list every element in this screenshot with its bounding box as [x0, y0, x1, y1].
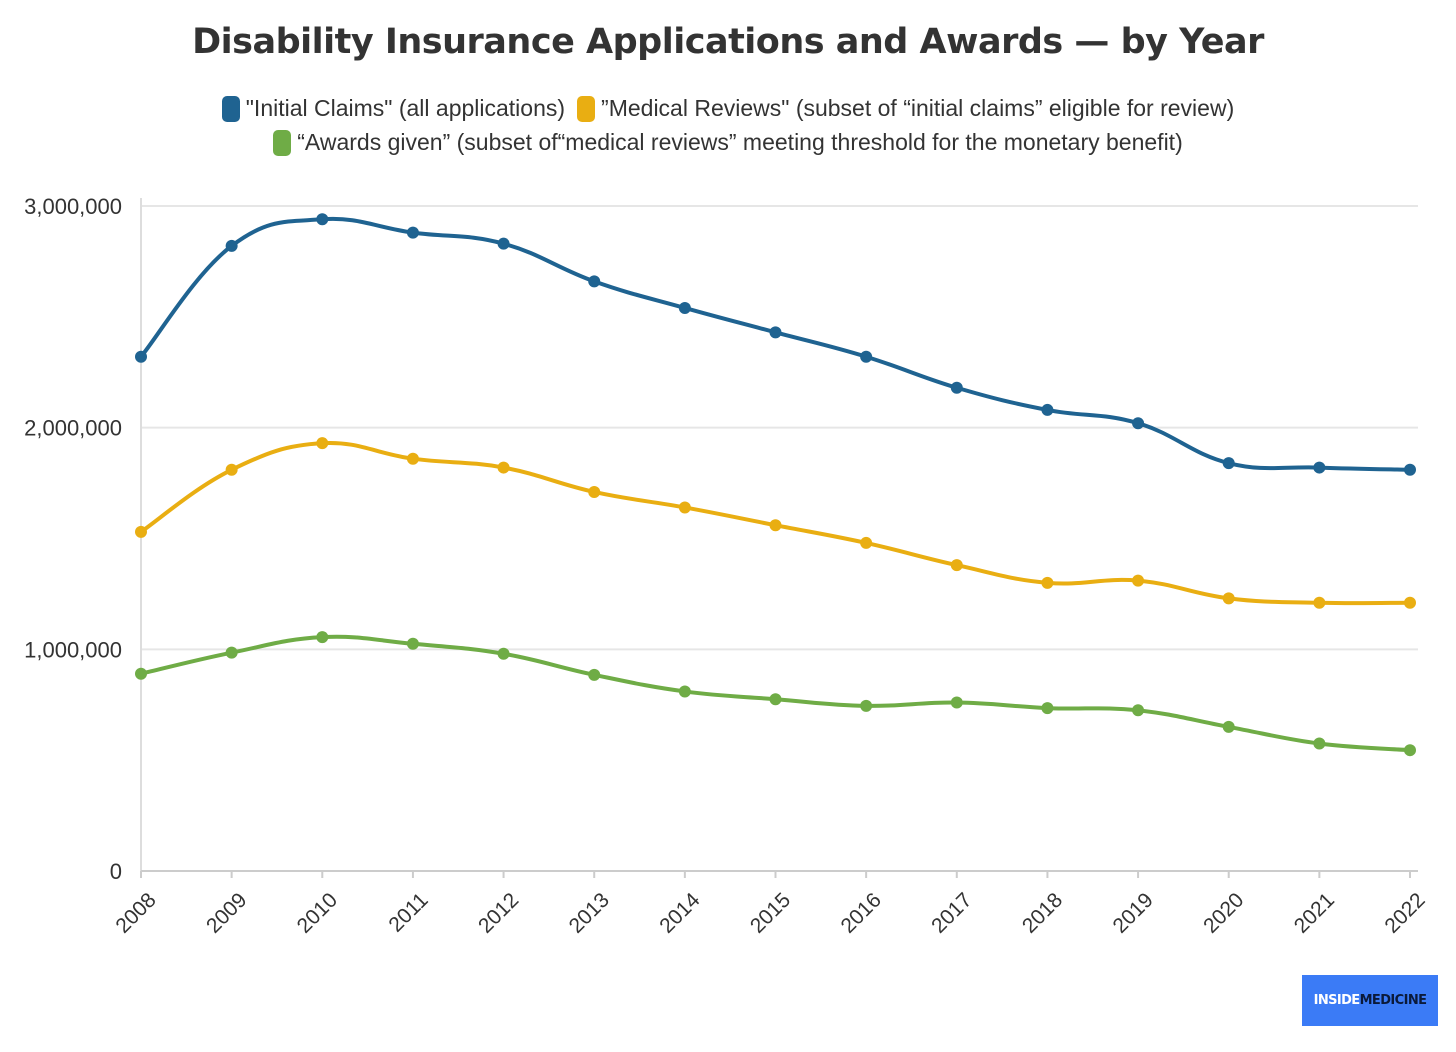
legend-item-medical-reviews[interactable]: ”Medical Reviews" (subset of “initial cl…	[577, 95, 1234, 122]
data-point-initial-claims	[1313, 461, 1326, 474]
data-point-awards-given	[1222, 720, 1235, 733]
data-point-awards-given	[1132, 704, 1145, 717]
x-tick-label: 2018	[1018, 888, 1067, 937]
x-tick-label: 2015	[746, 888, 795, 937]
data-point-initial-claims	[1222, 457, 1235, 470]
series-line-initial-claims	[139, 216, 1412, 472]
data-point-initial-claims	[860, 350, 873, 363]
x-tick-label: 2022	[1380, 888, 1429, 937]
data-point-awards-given	[135, 667, 147, 680]
data-point-awards-given	[1404, 744, 1416, 757]
legend-swatch-initial-claims	[221, 95, 240, 122]
legend-item-awards-given[interactable]: “Awards given” (subset of“medical review…	[273, 129, 1183, 156]
data-point-medical-reviews	[950, 559, 963, 572]
data-point-medical-reviews	[1404, 596, 1416, 609]
x-tick-label: 2019	[1108, 888, 1157, 937]
data-point-medical-reviews	[316, 437, 329, 450]
legend-label-awards-given: “Awards given” (subset of“medical review…	[297, 129, 1183, 155]
x-tick-label: 2008	[111, 888, 160, 937]
data-point-awards-given	[225, 646, 238, 659]
data-point-medical-reviews	[135, 525, 147, 538]
data-point-initial-claims	[1132, 417, 1145, 430]
data-point-awards-given	[769, 693, 782, 706]
data-point-initial-claims	[950, 381, 963, 394]
chart-title: Disability Insurance Applications and Aw…	[192, 22, 1264, 62]
data-point-medical-reviews	[406, 452, 419, 465]
data-point-awards-given	[950, 696, 963, 709]
legend-row-2: “Awards given” (subset of“medical review…	[0, 129, 1456, 156]
data-point-medical-reviews	[1132, 574, 1145, 587]
data-point-awards-given	[1313, 737, 1326, 750]
data-point-awards-given	[497, 647, 510, 660]
data-point-medical-reviews	[860, 536, 873, 549]
x-tick-label: 2021	[1290, 888, 1339, 937]
legend-label-medical-reviews: ”Medical Reviews" (subset of “initial cl…	[601, 95, 1235, 121]
data-point-medical-reviews	[1041, 576, 1054, 589]
legend-swatch-awards-given	[273, 129, 292, 156]
y-tick-label: 3,000,000	[24, 194, 122, 219]
data-point-initial-claims	[769, 326, 782, 339]
data-point-awards-given	[588, 668, 601, 681]
data-point-initial-claims	[1404, 463, 1416, 476]
x-tick-label: 2016	[837, 888, 886, 937]
brand-logo-part-1: INSIDE	[1313, 993, 1361, 1008]
data-point-initial-claims	[225, 239, 238, 252]
x-tick-label: 2014	[655, 888, 705, 938]
data-point-awards-given	[316, 631, 329, 644]
y-tick-label: 2,000,000	[24, 416, 122, 441]
data-point-awards-given	[860, 699, 873, 712]
y-tick-label: 0	[110, 859, 122, 884]
legend-label-initial-claims: "Initial Claims" (all applications)	[245, 95, 566, 121]
data-point-medical-reviews	[225, 463, 238, 476]
data-point-medical-reviews	[769, 519, 782, 532]
data-point-initial-claims	[135, 350, 147, 363]
data-point-initial-claims	[588, 275, 601, 288]
data-point-medical-reviews	[678, 501, 691, 514]
x-tick-label: 2011	[384, 888, 432, 936]
legend-item-initial-claims[interactable]: "Initial Claims" (all applications)	[221, 95, 566, 122]
x-tick-label: 2013	[565, 888, 614, 937]
data-point-initial-claims	[1041, 403, 1054, 416]
data-point-awards-given	[406, 637, 419, 650]
data-point-awards-given	[1041, 702, 1054, 715]
legend-swatch-medical-reviews	[577, 95, 596, 122]
legend-row-1: "Initial Claims" (all applications) ”Med…	[0, 95, 1456, 122]
x-tick-label: 2017	[927, 888, 976, 937]
data-point-initial-claims	[406, 226, 419, 239]
data-point-medical-reviews	[497, 461, 510, 474]
data-point-initial-claims	[497, 237, 510, 250]
y-tick-label: 1,000,000	[24, 637, 122, 662]
data-point-medical-reviews	[1313, 596, 1326, 609]
brand-logo: INSIDE MEDICINE	[1302, 975, 1438, 1026]
x-tick-label: 2010	[293, 888, 342, 937]
data-point-initial-claims	[678, 301, 691, 314]
x-tick-label: 2009	[202, 888, 251, 937]
x-tick-label: 2012	[474, 888, 523, 937]
brand-logo-part-2: MEDICINE	[1359, 993, 1427, 1008]
data-point-awards-given	[678, 685, 691, 698]
data-point-initial-claims	[316, 213, 329, 226]
data-point-medical-reviews	[588, 485, 601, 498]
data-point-medical-reviews	[1222, 592, 1235, 605]
x-tick-label: 2020	[1199, 888, 1248, 937]
